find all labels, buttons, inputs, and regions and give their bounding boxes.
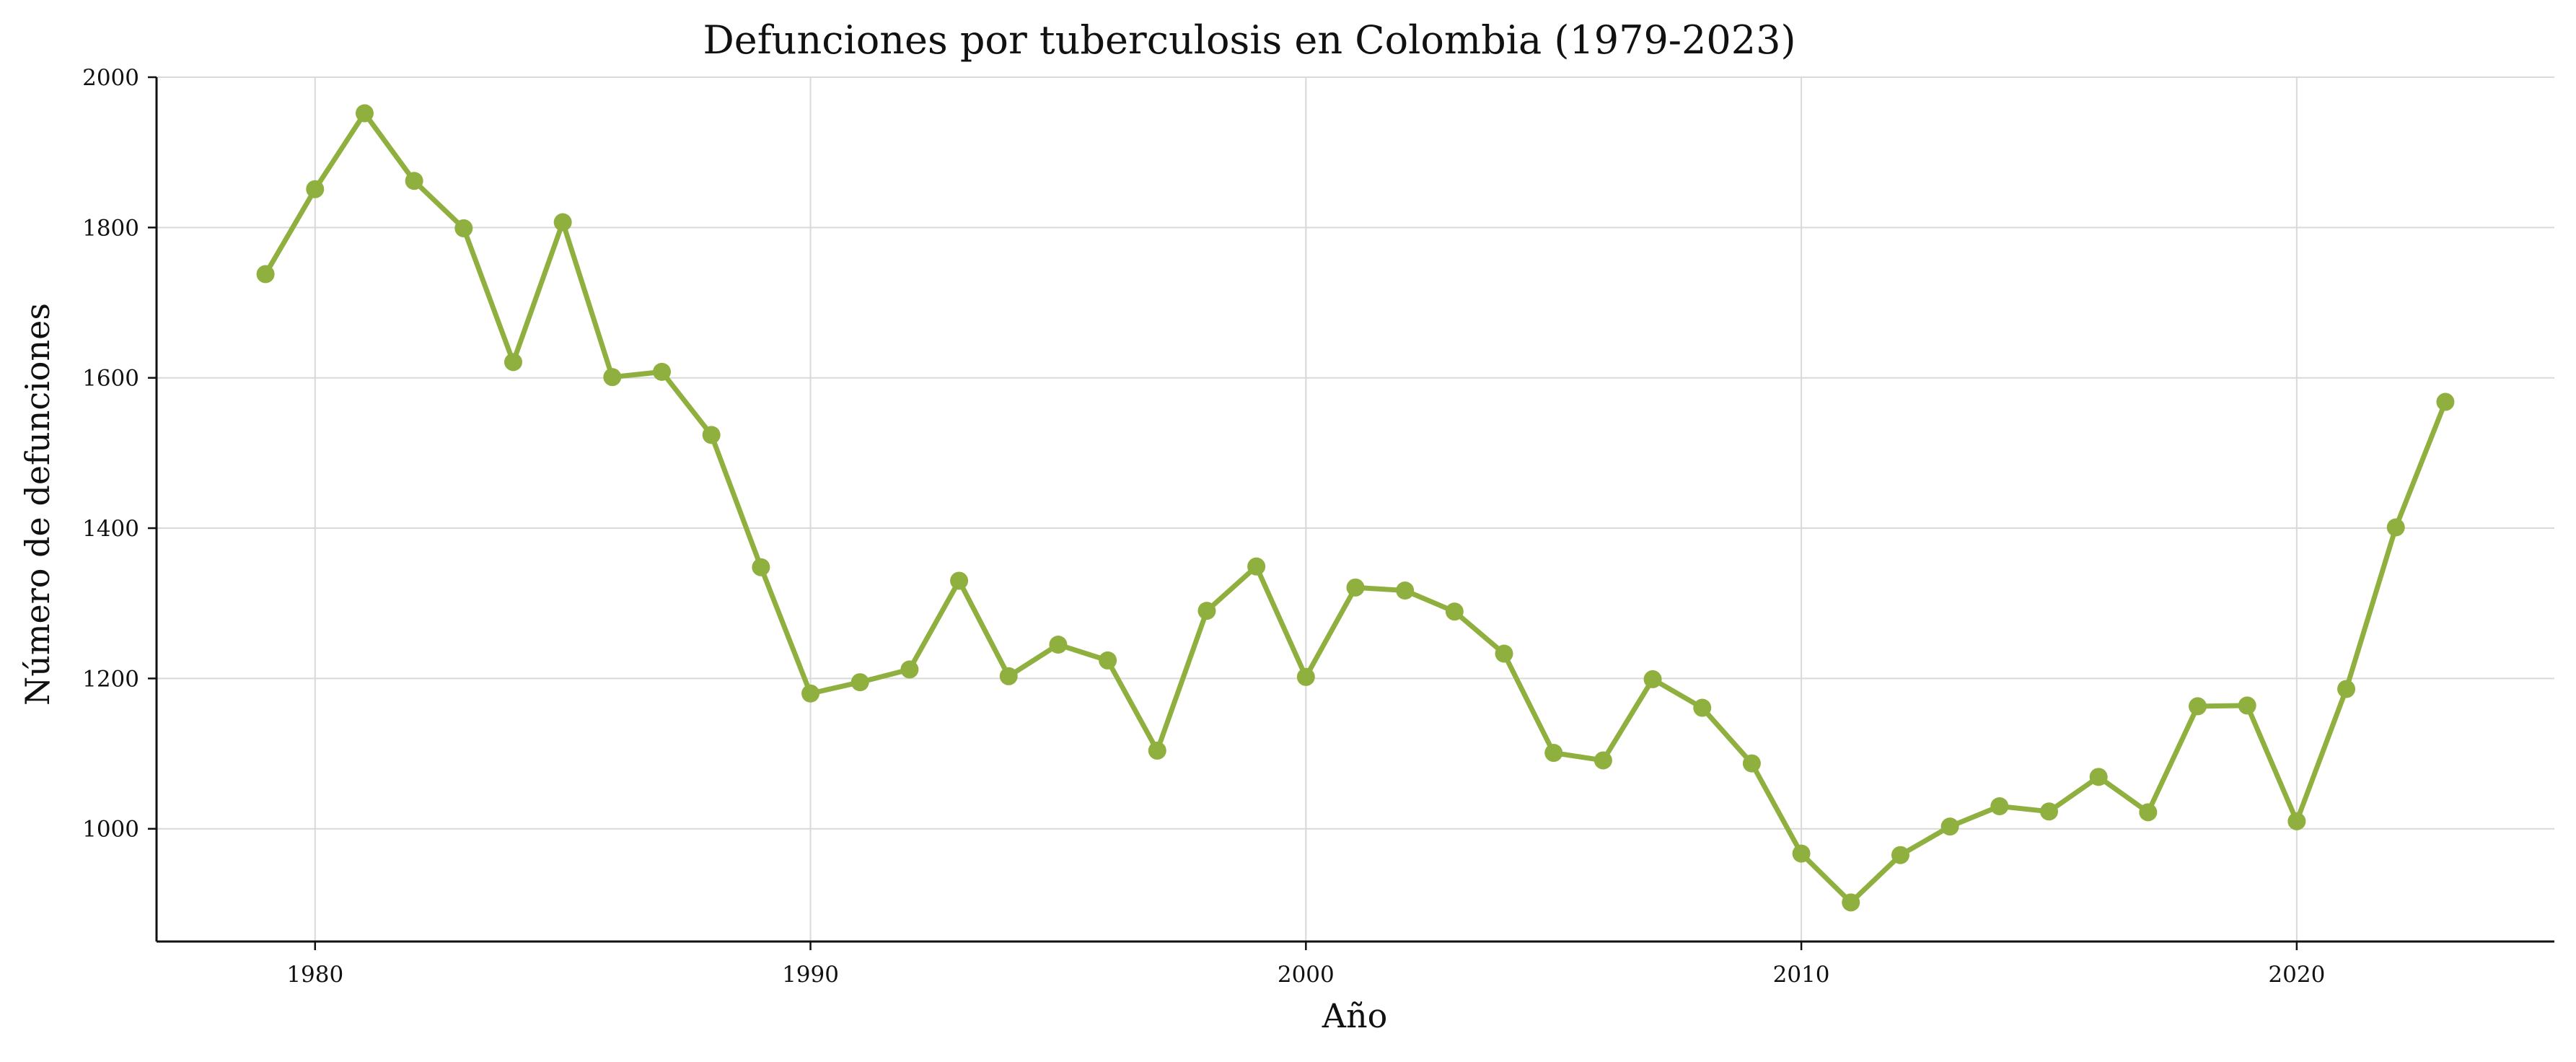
data-point: [553, 213, 572, 232]
data-point: [1742, 754, 1761, 773]
data-point: [752, 558, 770, 576]
data-point: [801, 684, 820, 703]
data-point: [1296, 667, 1315, 686]
y-tick-label: 1800: [82, 215, 139, 241]
data-point: [1593, 751, 1612, 770]
data-point: [1495, 644, 1513, 663]
data-point: [2189, 697, 2207, 716]
data-point: [1099, 651, 1117, 670]
data-point: [2139, 803, 2158, 822]
x-tick-label: 2000: [1278, 962, 1335, 988]
data-point: [653, 362, 672, 381]
data-point: [1544, 744, 1563, 763]
chart-title: Defunciones por tuberculosis en Colombia…: [703, 17, 1795, 63]
x-tick-label: 2010: [1773, 962, 1830, 988]
y-tick-label: 1200: [82, 666, 139, 692]
data-point: [1940, 817, 1959, 836]
data-point: [1396, 582, 1415, 600]
grid-layer: [157, 76, 2554, 942]
series-layer: [256, 104, 2455, 912]
axes-layer: 1980 1990 2000 2010 2020 1000 1200 1400 1600 1800…: [82, 65, 2554, 988]
y-tick-label: 1000: [82, 817, 139, 843]
data-point: [1049, 636, 1068, 654]
data-point: [2337, 680, 2356, 698]
data-point: [1842, 893, 1860, 912]
data-point: [405, 172, 423, 190]
data-point: [1346, 578, 1365, 597]
series-line: [263, 110, 2448, 905]
data-point: [306, 180, 325, 198]
data-point: [2386, 518, 2405, 537]
data-point: [1247, 557, 1266, 576]
data-point: [454, 219, 473, 237]
data-point: [1891, 846, 1909, 864]
data-point: [504, 353, 522, 372]
x-tick-label: 1980: [286, 962, 343, 988]
data-point: [1197, 602, 1216, 620]
data-point: [603, 368, 622, 387]
x-tick-label: 1990: [782, 962, 839, 988]
data-point: [1643, 670, 1662, 688]
data-point: [1445, 602, 1464, 621]
data-point: [2039, 802, 2058, 821]
data-point: [1693, 698, 1712, 717]
data-point: [2238, 696, 2256, 715]
data-point: [999, 667, 1018, 685]
data-point: [950, 571, 969, 590]
x-tick-label: 2020: [2268, 962, 2325, 988]
data-point: [2089, 768, 2108, 786]
x-axis-label: Año: [1322, 996, 1388, 1035]
data-point: [850, 673, 869, 692]
data-point: [2436, 392, 2455, 411]
data-point: [2287, 812, 2306, 830]
y-tick-label: 1400: [82, 516, 139, 542]
data-point: [1792, 844, 1811, 863]
data-point: [702, 426, 721, 444]
y-tick-label: 1600: [82, 366, 139, 392]
data-point: [355, 104, 374, 123]
data-point: [900, 660, 919, 679]
y-tick-label: 2000: [82, 65, 139, 91]
labels-layer: Defunciones por tuberculosis en Colombia…: [18, 17, 1796, 1035]
y-axis-label: Número de defunciones: [18, 303, 57, 706]
data-point: [256, 265, 275, 284]
data-point: [1990, 796, 2009, 815]
data-point: [1148, 741, 1166, 760]
